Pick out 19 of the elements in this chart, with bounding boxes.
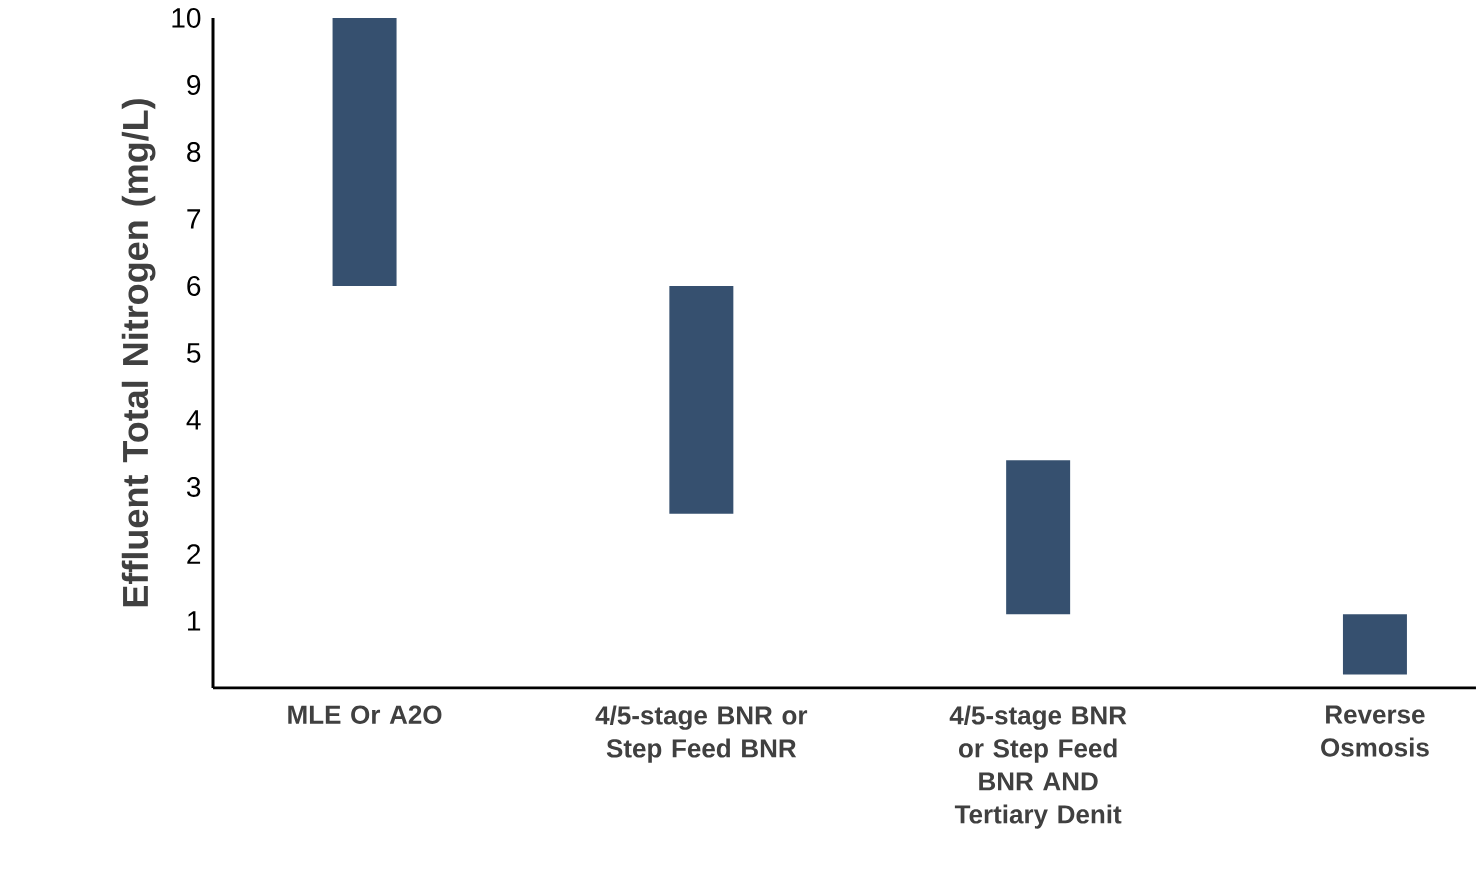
y-tick-label: 10 (172, 8, 201, 28)
y-tick-label: 1 (188, 611, 201, 631)
x-tick-label: 4/5-stage BNR or Step Feed BNR (595, 705, 808, 763)
y-axis-title: Effluent Total Nitrogen (mg/L) (121, 99, 156, 607)
bar (1342, 614, 1407, 675)
bar (332, 17, 397, 286)
bar (669, 285, 734, 514)
y-tick-label: 2 (187, 544, 201, 564)
x-tick-label: 4/5-stage BNR or Step Feed BNR AND Tertiary Denit (949, 705, 1127, 829)
y-tick-label: 7 (187, 209, 201, 229)
bar (1006, 460, 1071, 615)
y-tick-label: 6 (187, 276, 201, 296)
x-tick-label: Reverse Osmosis (1321, 705, 1429, 757)
x-tick-label: MLE Or A2O (288, 705, 442, 724)
y-tick-label: 9 (187, 75, 201, 95)
y-tick-label: 3 (186, 477, 201, 497)
y-tick-label: 8 (187, 142, 201, 162)
y-tick-label: 4 (186, 410, 201, 430)
y-tick-label: 5 (187, 343, 201, 363)
